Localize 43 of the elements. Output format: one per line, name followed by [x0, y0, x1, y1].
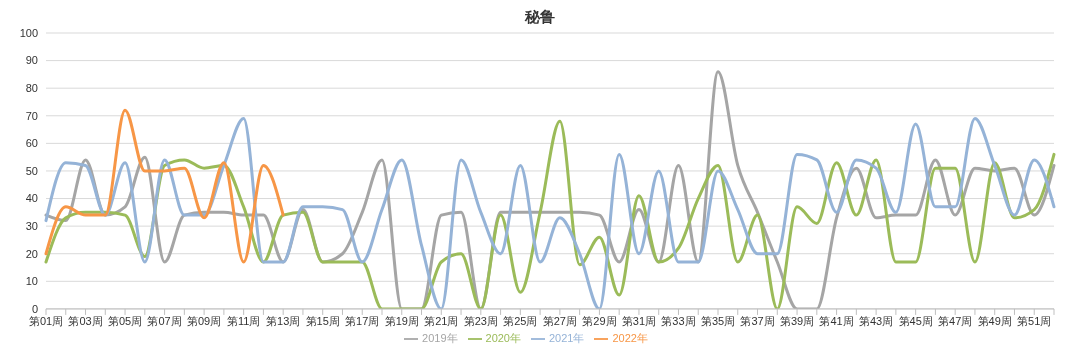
- x-tick-label: 第11周: [226, 314, 261, 327]
- y-tick-label: 20: [25, 247, 38, 260]
- legend-label: 2021年: [549, 331, 585, 344]
- x-tick-label: 第29周: [582, 314, 617, 327]
- x-tick-label: 第09周: [186, 314, 222, 327]
- y-tick-label: 50: [25, 164, 38, 177]
- x-tick-label: 第37周: [740, 314, 775, 327]
- y-tick-label: 100: [19, 26, 38, 39]
- x-tick-label: 第31周: [621, 314, 657, 327]
- y-tick-label: 10: [25, 275, 38, 288]
- x-tick-label: 第27周: [542, 314, 578, 327]
- y-tick-label: 80: [25, 82, 38, 95]
- chart-title: 秘鲁: [523, 8, 556, 27]
- legend-label: 2020年: [485, 331, 521, 344]
- x-tick-label: 第43周: [858, 314, 894, 327]
- x-tick-label: 第21周: [424, 314, 459, 327]
- y-tick-label: 30: [25, 220, 38, 233]
- x-tick-label: 第49周: [977, 314, 1012, 327]
- x-tick-label: 第33周: [661, 314, 696, 327]
- x-tick-label: 第51周: [1017, 314, 1052, 327]
- x-tick-label: 第17周: [345, 314, 380, 327]
- line-series: [44, 108, 285, 264]
- x-tick-label: 第05周: [107, 314, 143, 327]
- x-tick-label: 第19周: [384, 314, 419, 327]
- y-tick-label: 70: [25, 109, 38, 122]
- x-tick-label: 第25周: [503, 314, 538, 327]
- x-tick-label: 第35周: [700, 314, 736, 327]
- legend-label: 2019年: [422, 331, 458, 344]
- x-tick-label: 第13周: [266, 314, 301, 327]
- x-tick-label: 第47周: [938, 314, 973, 327]
- x-tick-label: 第07周: [147, 314, 182, 327]
- x-tick-label: 第45周: [898, 314, 933, 327]
- x-tick-label: 第03周: [68, 314, 103, 327]
- y-tick-label: 40: [25, 192, 38, 205]
- y-tick-label: 0: [31, 302, 38, 315]
- y-tick-label: 60: [25, 137, 38, 150]
- x-tick-label: 第41周: [819, 314, 854, 327]
- legend-label: 2022年: [612, 331, 648, 344]
- x-tick-label: 第39周: [779, 314, 815, 327]
- x-tick-label: 第01周: [28, 314, 64, 327]
- y-tick-label: 90: [25, 54, 38, 67]
- x-tick-label: 第15周: [305, 314, 340, 327]
- x-tick-label: 第23周: [463, 314, 498, 327]
